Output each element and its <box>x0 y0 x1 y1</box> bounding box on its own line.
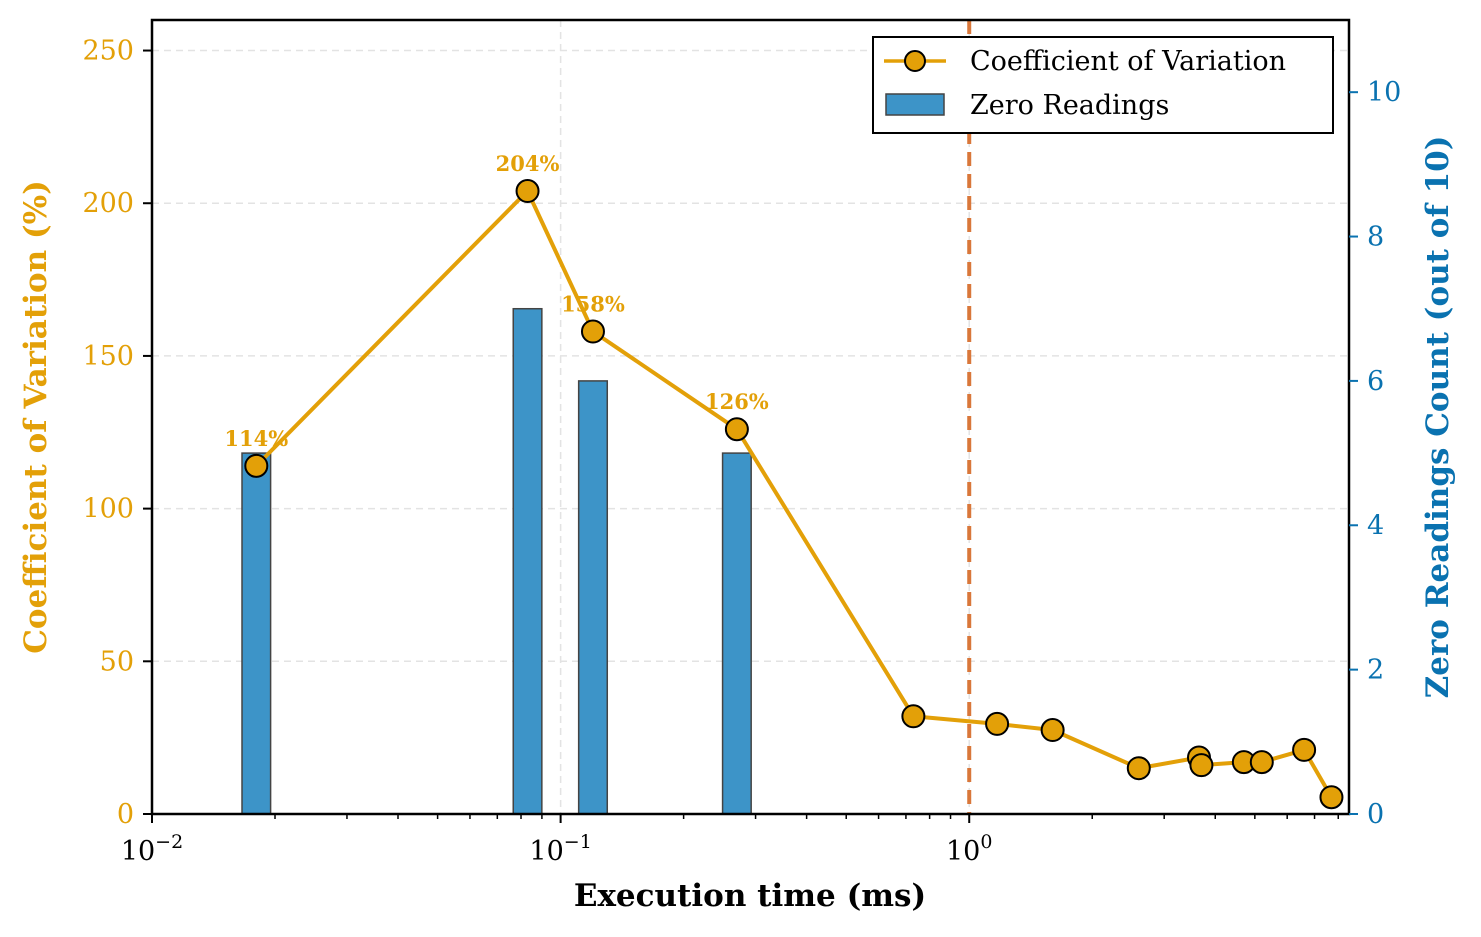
point-labels: 114% 204% 158% 126% <box>224 151 768 451</box>
y-left-tick-label: 200 <box>82 188 134 219</box>
y-axis-right-title: Zero Readings Count (out of 10) <box>1420 136 1456 699</box>
x-axis: 10−2 10−1 100 <box>121 814 1339 867</box>
y-axis-left: 0 50 100 150 200 250 <box>82 36 152 830</box>
x-axis-title: Execution time (ms) <box>574 878 926 914</box>
x-tick-label: 10−2 <box>121 831 183 867</box>
legend-label-cv: Coefficient of Variation <box>970 46 1286 77</box>
y-right-tick-label: 0 <box>1367 799 1384 830</box>
line-series-cv <box>244 179 1344 810</box>
bar <box>241 452 272 814</box>
y-left-tick-label: 150 <box>82 341 134 372</box>
cv-point <box>1126 756 1151 781</box>
y-right-tick-label: 6 <box>1367 366 1384 397</box>
y-left-tick-label: 100 <box>82 494 134 525</box>
legend-box <box>872 36 1334 134</box>
x-tick-label: 100 <box>946 831 992 867</box>
y-left-tick-label: 250 <box>82 36 134 67</box>
legend: Coefficient of Variation Zero Readings <box>872 36 1334 134</box>
bar <box>577 380 609 814</box>
bar <box>512 307 543 814</box>
cv-point-label: 204% <box>496 151 560 176</box>
cv-point <box>1189 753 1214 778</box>
cv-point <box>724 417 749 442</box>
cv-point <box>580 319 605 344</box>
legend-marker-swatch <box>904 50 926 72</box>
cv-point-label: 114% <box>224 426 288 451</box>
bar-series-zero-readings <box>241 307 752 814</box>
plot-frame <box>150 18 1351 816</box>
y-left-tick-label: 50 <box>100 646 134 677</box>
bar <box>721 452 752 814</box>
y-right-tick-label: 10 <box>1367 77 1401 108</box>
legend-label-zero-readings: Zero Readings <box>970 90 1169 121</box>
legend-bar-swatch <box>885 93 945 116</box>
cv-point <box>1249 750 1274 775</box>
y-axis-right: 0 2 4 6 8 10 <box>1349 77 1401 830</box>
cv-point-label: 126% <box>705 389 769 414</box>
y-left-tick-label: 0 <box>117 799 134 830</box>
y-axis-left-title: Coefficient of Variation (%) <box>18 180 54 654</box>
cv-point <box>1040 718 1065 743</box>
cv-point-label: 158% <box>561 291 625 316</box>
x-tick-label: 10−1 <box>529 831 591 867</box>
cv-point <box>1292 737 1317 762</box>
y-right-tick-label: 8 <box>1367 222 1384 253</box>
cv-point <box>515 179 540 204</box>
cv-point <box>985 711 1010 736</box>
y-right-tick-label: 4 <box>1367 510 1384 541</box>
y-right-tick-label: 2 <box>1367 655 1384 686</box>
cv-point <box>901 704 926 729</box>
cv-point <box>244 453 269 478</box>
cv-point <box>1319 785 1344 810</box>
